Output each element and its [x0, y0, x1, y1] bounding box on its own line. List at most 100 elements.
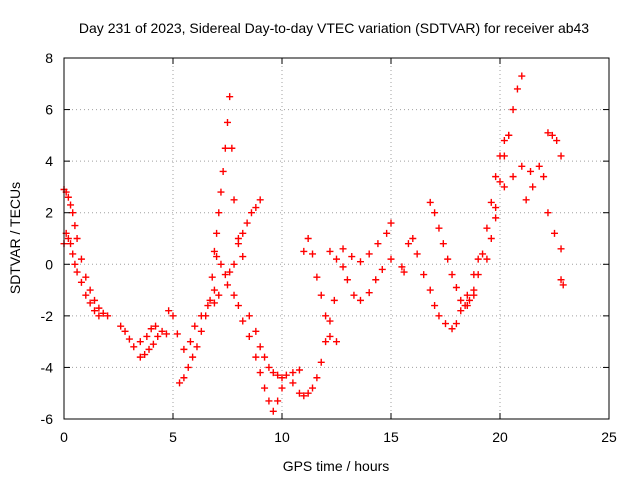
data-point — [73, 235, 81, 242]
data-point — [492, 214, 500, 222]
data-point — [99, 309, 107, 317]
data-point — [245, 332, 253, 340]
series-group — [557, 276, 567, 289]
series-group — [245, 312, 303, 382]
series-group — [339, 219, 395, 266]
data-point — [147, 325, 155, 333]
data-point — [186, 338, 194, 346]
data-point — [213, 229, 221, 237]
data-point — [483, 224, 491, 232]
series-group — [522, 162, 565, 253]
data-point — [435, 224, 443, 232]
data-point — [217, 260, 225, 268]
y-tick-label: 8 — [45, 50, 53, 66]
data-point — [82, 291, 90, 299]
data-point — [274, 397, 282, 405]
data-point — [86, 299, 94, 307]
data-point — [330, 296, 338, 304]
data-point — [339, 245, 347, 253]
data-point — [343, 276, 351, 284]
y-tick-label: 4 — [45, 153, 53, 169]
data-point — [191, 322, 199, 330]
data-point — [365, 289, 373, 297]
x-tick-label: 15 — [383, 429, 399, 445]
data-point — [278, 384, 286, 392]
data-point — [289, 379, 297, 387]
data-point — [309, 384, 317, 392]
data-point — [309, 250, 317, 258]
data-point — [234, 302, 242, 310]
data-point — [333, 255, 340, 263]
data-point — [91, 307, 99, 315]
data-point — [544, 209, 552, 217]
data-point — [383, 229, 391, 237]
series-group — [224, 281, 286, 415]
data-point — [339, 263, 347, 271]
data-point — [350, 291, 358, 299]
data-point — [557, 152, 565, 160]
data-point — [265, 397, 273, 405]
data-point — [158, 327, 166, 335]
data-point — [86, 286, 94, 294]
series-group — [463, 131, 513, 310]
data-point — [420, 271, 428, 279]
data-point — [474, 255, 482, 263]
data-point — [465, 296, 473, 304]
data-point — [518, 72, 526, 80]
plot-frame — [63, 57, 610, 420]
data-point — [304, 235, 312, 242]
data-point — [77, 278, 85, 286]
data-point — [117, 322, 125, 330]
data-point — [282, 371, 290, 379]
data-point — [73, 268, 81, 276]
data-point — [162, 330, 170, 338]
data-point — [180, 345, 188, 353]
data-point — [426, 198, 434, 206]
data-point — [69, 209, 77, 217]
data-point — [500, 152, 508, 160]
data-point — [71, 260, 79, 268]
series-group — [289, 296, 338, 400]
chart-title: Day 231 of 2023, Sidereal Day-to-day VTE… — [79, 20, 589, 36]
y-tick-label: 6 — [45, 102, 53, 118]
data-point — [559, 281, 567, 289]
data-point — [356, 258, 364, 266]
data-point — [208, 273, 216, 281]
data-point — [474, 271, 482, 279]
data-point — [202, 312, 210, 320]
data-point — [193, 343, 201, 351]
data-point — [104, 312, 112, 320]
data-point — [239, 317, 247, 325]
data-point — [265, 363, 273, 371]
data-point — [197, 327, 205, 335]
data-point — [398, 263, 406, 271]
data-point — [252, 353, 260, 361]
data-point — [224, 281, 231, 289]
data-point — [136, 338, 144, 346]
data-point — [313, 374, 321, 382]
data-point — [553, 137, 561, 145]
data-point — [492, 204, 500, 212]
data-point — [322, 338, 330, 346]
data-point — [154, 332, 162, 340]
data-point — [224, 118, 231, 126]
series-group — [483, 162, 535, 263]
data-point — [82, 273, 90, 281]
data-point — [64, 235, 72, 242]
data-point — [435, 312, 443, 320]
data-point — [252, 204, 260, 212]
data-point — [313, 273, 321, 281]
series-group — [60, 229, 103, 320]
data-point — [180, 374, 188, 382]
data-point — [226, 93, 234, 101]
data-point — [374, 240, 382, 248]
data-point — [256, 343, 264, 351]
data-point — [121, 327, 129, 335]
y-tick-label: -4 — [41, 359, 54, 375]
data-point — [356, 296, 364, 304]
series-group — [326, 247, 395, 304]
data-point — [400, 268, 408, 276]
data-point — [463, 302, 471, 310]
data-point — [413, 250, 421, 258]
